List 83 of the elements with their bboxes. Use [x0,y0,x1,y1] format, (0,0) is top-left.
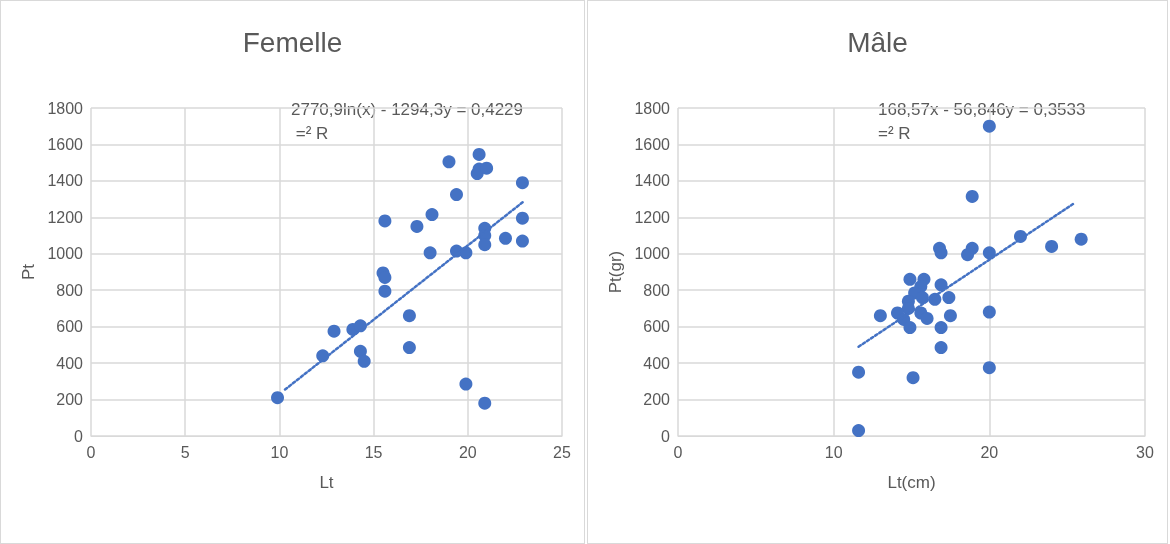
point [920,311,934,325]
annotation: 2770,9ln(x) - 1294,3y = 0,4229 =² R [291,99,524,143]
chart-title: Mâle [847,26,908,58]
point [378,270,392,284]
point [353,344,367,358]
point [903,321,917,335]
point [1074,232,1088,246]
point [450,188,463,202]
x-tick-label: 30 [1136,443,1154,461]
y-tick-label: 200 [643,391,671,409]
y-tick-label: 200 [56,391,84,409]
point [982,119,996,133]
point [934,341,948,355]
point [982,246,996,260]
point [271,391,285,405]
point [961,248,975,262]
x-tick-label: 20 [980,443,999,461]
point [982,361,996,375]
point [478,238,492,252]
point [472,147,486,161]
point [378,214,392,228]
point [442,155,456,169]
y-tick-label: 1600 [47,135,84,153]
y-tick-label: 1600 [634,135,671,153]
y-axis-title: Pt(gr) [605,250,625,294]
y-tick-label: 400 [56,354,84,372]
y-tick-label: 800 [643,281,671,299]
point [965,189,979,203]
point [934,278,948,292]
y-tick-label: 1800 [47,99,84,117]
x-axis-title: Lt [319,473,334,492]
point [423,246,437,260]
y-tick-label: 600 [643,318,671,336]
point [934,246,948,260]
annotation: 168,57x - 56,846y = 0,3533 =² R [878,99,1091,143]
y-tick-label: 1800 [634,99,671,117]
point [515,176,529,190]
point [402,309,416,323]
x-tick-label: 0 [86,443,96,461]
point [903,272,917,286]
y-tick-label: 1000 [47,245,84,263]
point [852,365,866,379]
point [906,371,920,385]
point [515,234,529,248]
point [357,354,371,368]
x-tick-label: 10 [270,443,289,461]
point [327,324,341,338]
point [873,309,887,323]
x-tick-label: 10 [824,443,843,461]
x-tick-label: 20 [458,443,477,461]
y-tick-label: 1400 [47,172,84,190]
y-tick-label: 1400 [634,172,671,190]
point [934,321,948,335]
y-tick-label: 400 [643,354,671,372]
y-tick-label: 1200 [634,208,671,226]
point [478,396,492,410]
point [480,161,494,175]
y-axis-title: Pt [18,263,38,281]
y-tick-label: 800 [56,281,84,299]
y-tick-label: 0 [661,427,671,445]
x-tick-label: 25 [553,443,571,461]
point [410,219,424,233]
y-tick-label: 1000 [634,245,671,263]
point [982,305,996,319]
point [852,424,866,438]
y-tick-label: 600 [56,318,84,336]
point [425,208,439,222]
point [378,284,392,298]
point [459,377,473,391]
x-tick-label: 0 [673,443,683,461]
x-tick-label: 5 [180,443,190,461]
point [515,211,529,225]
point [915,291,929,305]
chart-title: Femelle [242,26,343,58]
point [1045,239,1059,253]
x-axis-title: Lt(cm) [887,473,936,492]
point [402,341,416,355]
x-tick-label: 15 [364,443,383,461]
point [943,309,957,323]
point [498,231,512,245]
point [942,291,956,305]
y-tick-label: 0 [74,427,84,445]
y-tick-label: 1200 [47,208,84,226]
